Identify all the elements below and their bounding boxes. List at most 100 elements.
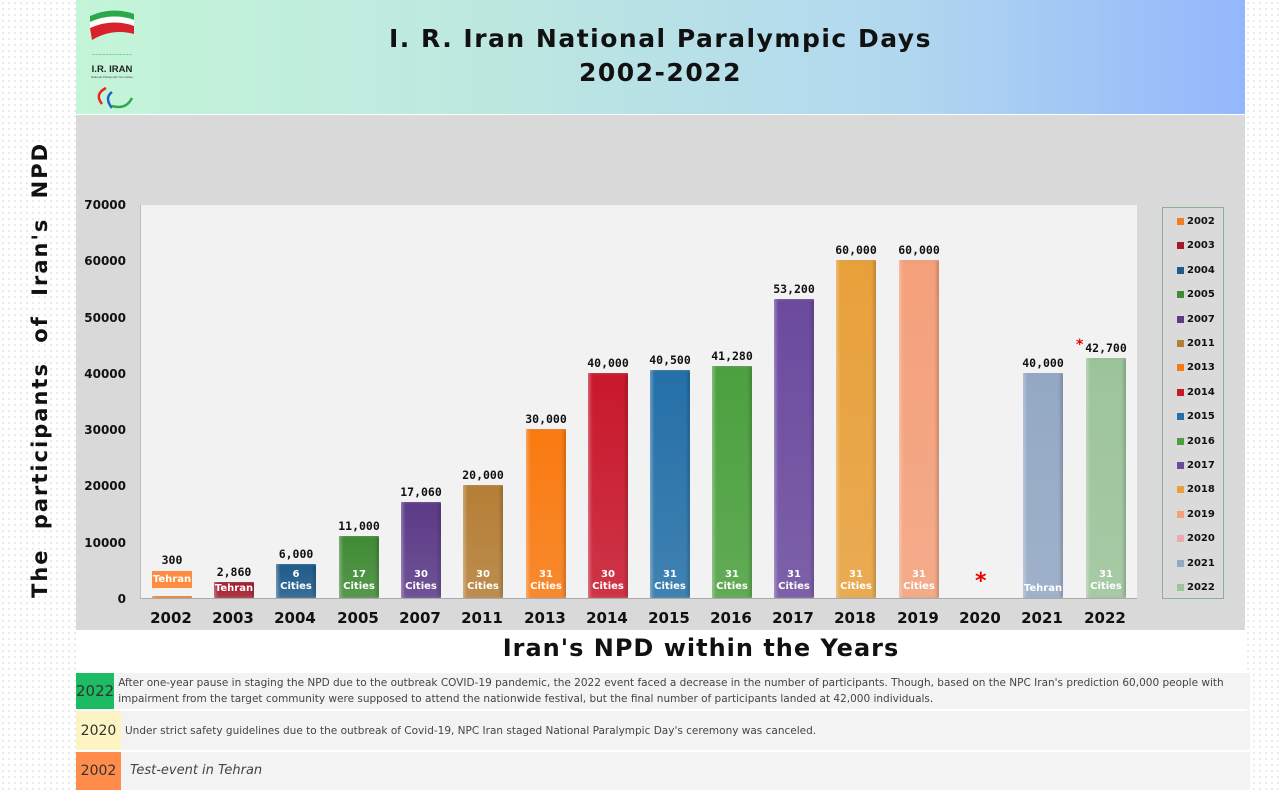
bar-annotation-line-2: Cities bbox=[530, 581, 562, 592]
note-year-badge: 2022 bbox=[76, 673, 115, 709]
legend-item-2021: 2021 bbox=[1177, 558, 1215, 569]
legend-label: 2011 bbox=[1187, 338, 1215, 349]
legend-item-2015: 2015 bbox=[1177, 411, 1215, 422]
legend-swatch bbox=[1177, 437, 1184, 445]
bar-value-label: 60,000 bbox=[898, 243, 940, 258]
bar-2014 bbox=[588, 372, 628, 598]
bar-annotation-line-2: Cities bbox=[280, 581, 312, 592]
legend-swatch bbox=[1177, 559, 1184, 567]
x-tick-label: 2002 bbox=[150, 609, 192, 627]
bar-annotation: 31 Cities bbox=[826, 569, 886, 593]
bar-2003 bbox=[214, 581, 254, 598]
bar-annotation: Tehran bbox=[1013, 583, 1073, 595]
bar-value-label: 41,280 bbox=[711, 348, 753, 363]
bar-2018 bbox=[836, 260, 876, 598]
title-line-2: 2002-2022 bbox=[578, 58, 743, 87]
bar-annotation: 31 Cities bbox=[764, 569, 824, 593]
bar-annotation: 31 Cities bbox=[516, 569, 576, 593]
bar-annotation-line-2: Cities bbox=[467, 581, 499, 592]
legend-label: 2022 bbox=[1187, 582, 1215, 593]
background-dots-left bbox=[0, 0, 76, 793]
x-tick-label: 2015 bbox=[648, 609, 690, 627]
legend-swatch bbox=[1177, 413, 1184, 421]
bar-value-label: 17,060 bbox=[400, 484, 442, 499]
bar-annotation: Tehran bbox=[204, 583, 264, 595]
legend-item-2004: 2004 bbox=[1177, 265, 1215, 276]
y-tick-label: 70000 bbox=[84, 198, 126, 212]
legend-label: 2016 bbox=[1187, 435, 1215, 447]
legend-label: 2017 bbox=[1187, 460, 1215, 471]
bar-annotation-line-1: 31 bbox=[787, 569, 801, 580]
bar-annotation-line-1: Tehran bbox=[214, 583, 254, 594]
bar-annotation-line-1: 30 bbox=[476, 569, 490, 580]
legend-swatch bbox=[1177, 486, 1184, 494]
bar-annotation-line-2: Cities bbox=[343, 581, 375, 592]
bar-2004 bbox=[276, 564, 316, 598]
legend-label: 2018 bbox=[1187, 484, 1215, 496]
legend-item-2016: 2016 bbox=[1177, 436, 1215, 447]
x-tick-label: 2013 bbox=[524, 609, 566, 627]
x-tick-label: 2005 bbox=[337, 609, 379, 627]
x-tick-label: 2020 bbox=[959, 609, 1001, 627]
x-tick-label: 2021 bbox=[1021, 609, 1063, 627]
x-tick-label: 2017 bbox=[772, 609, 814, 627]
bar-2019 bbox=[899, 260, 939, 598]
y-tick-label: 10000 bbox=[84, 535, 126, 550]
bar-value-label: 60,000 bbox=[835, 243, 877, 258]
x-tick-label: 2019 bbox=[897, 609, 939, 627]
bar-2021 bbox=[1023, 372, 1063, 598]
npc-logo: ~~~~~~~~~~~~ I.R. IRAN National Paralymp… bbox=[82, 6, 142, 110]
x-tick-label: 2016 bbox=[710, 609, 752, 627]
note-year-badge: 2002 bbox=[76, 752, 121, 790]
legend-label: 2007 bbox=[1187, 313, 1215, 325]
legend-item-2013: 2013 bbox=[1177, 362, 1215, 373]
bar-annotation-line-1: 17 bbox=[352, 569, 366, 580]
legend-label: 2002 bbox=[1187, 216, 1215, 227]
svg-text:I.R. IRAN: I.R. IRAN bbox=[92, 64, 133, 75]
legend-item-2011: 2011 bbox=[1177, 338, 1215, 349]
legend-swatch bbox=[1177, 510, 1184, 518]
svg-text:~~~~~~~~~~~~: ~~~~~~~~~~~~ bbox=[92, 52, 132, 57]
asterisk-icon: * bbox=[1076, 336, 1084, 353]
note-text: Under strict safety guidelines due to th… bbox=[125, 724, 817, 737]
title-line-1: I. R. Iran National Paralympic Days bbox=[388, 24, 932, 53]
bar-annotation-line-1: 30 bbox=[601, 569, 615, 580]
legend-item-2020: 2020 bbox=[1177, 533, 1215, 544]
bar-annotation: 31 Cities bbox=[889, 569, 949, 593]
bar-annotation-line-1: 31 bbox=[1099, 569, 1113, 580]
bar-value-label: 6,000 bbox=[278, 547, 314, 562]
bar-value-label: 300 bbox=[161, 553, 183, 567]
bar-annotation: 31 Cities bbox=[702, 569, 762, 593]
bar-annotation: 31 Cities bbox=[640, 569, 700, 593]
legend-label: 2014 bbox=[1187, 386, 1215, 398]
chart-title: I. R. Iran National Paralympic Days 2002… bbox=[76, 22, 1245, 90]
bar-annotation: 30 Cities bbox=[578, 569, 638, 593]
bar-value-label: 40,000 bbox=[587, 355, 629, 370]
legend-label: 2005 bbox=[1187, 289, 1215, 301]
legend-label: 2004 bbox=[1187, 264, 1215, 276]
y-tick-label: 50000 bbox=[84, 310, 126, 325]
bar-annotation: Tehran bbox=[152, 571, 192, 588]
bar-value-label: 53,200 bbox=[773, 281, 815, 296]
bar-2011 bbox=[463, 485, 503, 598]
y-tick-label: 0 bbox=[117, 592, 126, 606]
bar-2013 bbox=[526, 429, 566, 598]
bar-annotation-line-2: Cities bbox=[716, 581, 748, 592]
legend-swatch bbox=[1177, 291, 1184, 299]
x-tick-label: 2004 bbox=[274, 609, 316, 627]
bar-2017 bbox=[774, 298, 814, 598]
bar-annotation-line-2: Cities bbox=[778, 581, 810, 592]
header-banner: ~~~~~~~~~~~~ I.R. IRAN National Paralymp… bbox=[76, 0, 1245, 114]
x-tick-label: 2018 bbox=[834, 609, 876, 627]
legend-swatch bbox=[1177, 364, 1184, 372]
x-tick-label: 2011 bbox=[461, 609, 503, 627]
legend-item-2017: 2017 bbox=[1177, 460, 1215, 471]
x-axis-label: Iran's NPD within the Years bbox=[502, 634, 900, 662]
bar-2015 bbox=[650, 370, 690, 598]
asterisk-icon: * bbox=[975, 569, 987, 594]
bar-annotation-line-2: Cities bbox=[654, 581, 686, 592]
legend-item-2019: 2019 bbox=[1177, 509, 1215, 520]
legend-swatch bbox=[1177, 266, 1184, 274]
plot-area: 300 Tehran 2,860 Tehran 6,000 6 Cities 11,000 17… bbox=[140, 205, 1137, 599]
legend-swatch bbox=[1177, 242, 1184, 250]
